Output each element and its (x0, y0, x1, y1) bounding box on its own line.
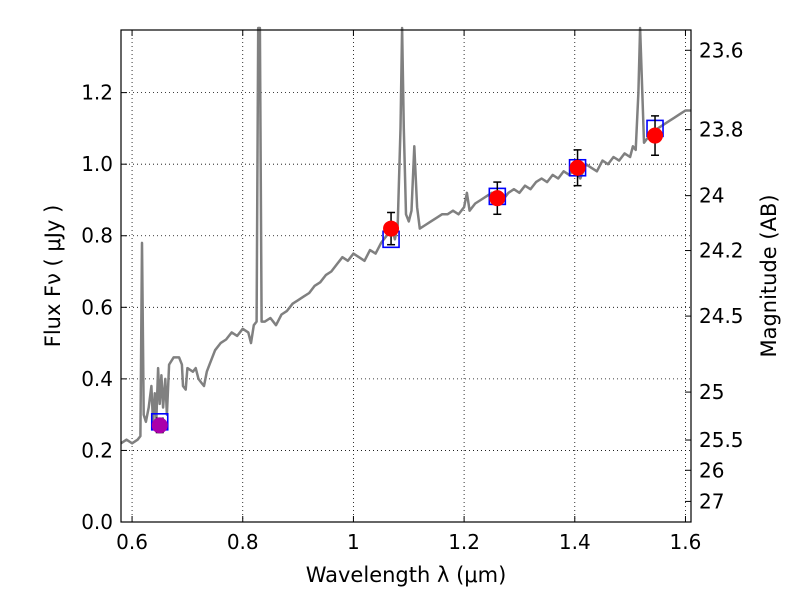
x-tick-label: 0.8 (227, 530, 259, 554)
observed-photometry-point (489, 190, 506, 207)
plot-frame (120, 29, 692, 523)
y2-tick-labels: 23.6 23.8 24 24.2 24.5 25 25.5 26 27 (699, 38, 744, 513)
y-tick-label: 1.0 (81, 152, 113, 176)
y-axis-title: Flux Fν ( μJy ) (41, 205, 65, 348)
y-tick-label: 0.6 (81, 295, 113, 319)
observed-photometry-point (647, 127, 664, 144)
y-tick-label: 0.2 (81, 438, 113, 462)
x-tick-label: 1.2 (448, 530, 480, 554)
axis-ticks (121, 30, 691, 523)
y2-tick-label: 24 (699, 184, 724, 208)
spectrum-line (120, 26, 691, 445)
y-tick-label: 1.2 (81, 81, 113, 105)
y2-tick-label: 24.2 (699, 239, 744, 263)
photometry-points (150, 115, 664, 434)
y2-tick-label: 25.5 (699, 428, 744, 452)
observed-photometry-point (151, 417, 168, 434)
y-tick-label: 0.8 (81, 224, 113, 248)
y2-axis-title: Magnitude (AB) (757, 194, 781, 357)
x-tick-label: 1.6 (670, 530, 702, 554)
observed-photometry-point (383, 220, 400, 237)
y2-tick-label: 27 (699, 489, 724, 513)
y-tick-label: 0.0 (81, 510, 113, 534)
x-tick-label: 1 (347, 530, 360, 554)
observed-photometry-point (569, 159, 586, 176)
x-tick-label: 1.4 (559, 530, 591, 554)
y2-tick-label: 23.8 (699, 118, 744, 142)
spectrum (120, 26, 691, 445)
y2-tick-label: 24.5 (699, 304, 744, 328)
y-tick-label: 0.4 (81, 367, 113, 391)
y2-tick-label: 23.6 (699, 38, 744, 62)
x-tick-label: 0.6 (116, 530, 148, 554)
y2-tick-label: 25 (699, 380, 724, 404)
x-tick-labels: 0.6 0.8 1 1.2 1.4 1.6 (116, 530, 701, 554)
x-axis-title: Wavelength λ (μm) (306, 563, 507, 587)
grid-lines (121, 30, 691, 523)
y-tick-labels: 0.0 0.2 0.4 0.6 0.8 1.0 1.2 (81, 81, 113, 534)
y2-tick-label: 26 (699, 458, 724, 482)
